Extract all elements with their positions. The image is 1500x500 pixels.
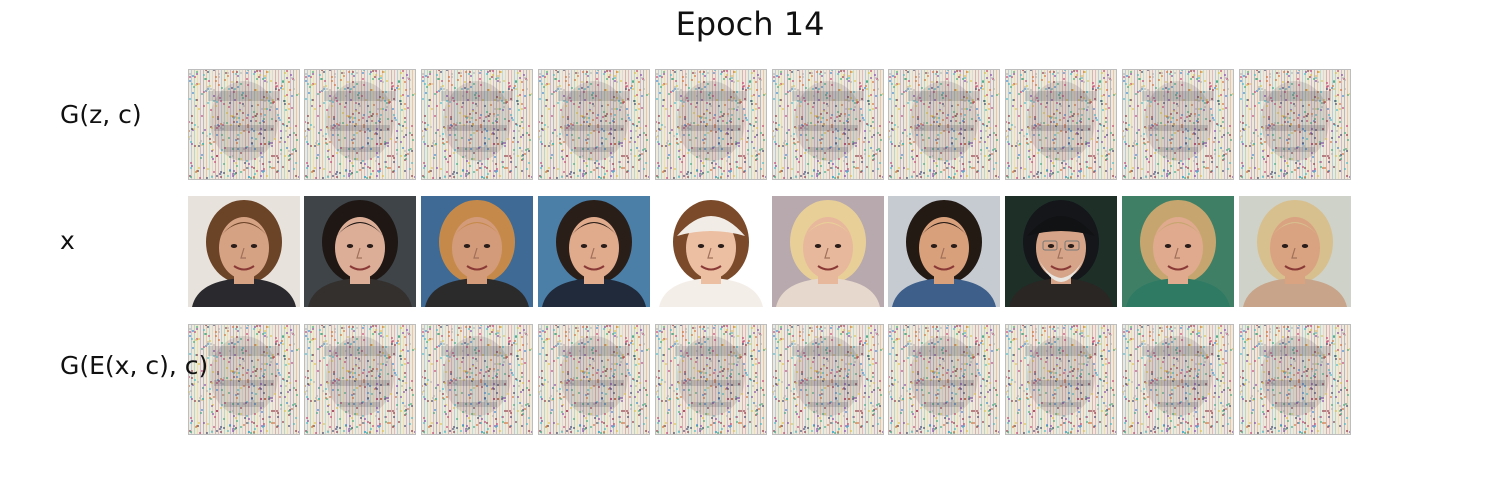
noisy-generated-face-icon (888, 69, 1000, 180)
noisy-generated-face-icon (655, 324, 767, 435)
generated-sample-tile (888, 69, 1000, 180)
face-photo-icon (421, 196, 533, 307)
noisy-generated-face-icon (1005, 324, 1117, 435)
real-photo-tile (655, 196, 767, 307)
reconstruction-tile (655, 324, 767, 435)
reconstruction-tile (772, 324, 884, 435)
real-photo-tile (1239, 196, 1351, 307)
noisy-generated-face-icon (538, 69, 650, 180)
real-photo-tile (421, 196, 533, 307)
real-photo-tile (538, 196, 650, 307)
generated-sample-tile (538, 69, 650, 180)
real-photo-tile (1005, 196, 1117, 307)
generated-sample-tile (304, 69, 416, 180)
real-photo-tile (1122, 196, 1234, 307)
noisy-generated-face-icon (772, 324, 884, 435)
reconstruction-tile (538, 324, 650, 435)
face-photo-icon (772, 196, 884, 307)
reconstruction-tile (304, 324, 416, 435)
reconstruction-tile (1005, 324, 1117, 435)
real-photo-tile (888, 196, 1000, 307)
reconstruction-tile (888, 324, 1000, 435)
row-label-real: x (60, 226, 75, 255)
generated-sample-tile (421, 69, 533, 180)
noisy-generated-face-icon (1239, 69, 1351, 180)
face-photo-icon (1122, 196, 1234, 307)
face-photo-icon (188, 196, 300, 307)
row-label-reconstructed: G(E(x, c), c) (60, 351, 209, 380)
reconstruction-tile (188, 324, 300, 435)
noisy-generated-face-icon (772, 69, 884, 180)
noisy-generated-face-icon (1122, 324, 1234, 435)
face-photo-icon (655, 196, 767, 307)
noisy-generated-face-icon (1005, 69, 1117, 180)
face-photo-icon (538, 196, 650, 307)
row-label-generated: G(z, c) (60, 100, 142, 129)
real-photo-tile (304, 196, 416, 307)
generated-sample-tile (1122, 69, 1234, 180)
generated-sample-tile (655, 69, 767, 180)
generated-sample-tile (1005, 69, 1117, 180)
face-photo-icon (304, 196, 416, 307)
reconstruction-tile (421, 324, 533, 435)
generated-sample-tile (772, 69, 884, 180)
noisy-generated-face-icon (1239, 324, 1351, 435)
generated-sample-tile (188, 69, 300, 180)
noisy-generated-face-icon (188, 324, 300, 435)
face-photo-icon (888, 196, 1000, 307)
generated-sample-tile (1239, 69, 1351, 180)
noisy-generated-face-icon (888, 324, 1000, 435)
noisy-generated-face-icon (188, 69, 300, 180)
face-photo-icon (1005, 196, 1117, 307)
noisy-generated-face-icon (538, 324, 650, 435)
real-photo-tile (772, 196, 884, 307)
noisy-generated-face-icon (655, 69, 767, 180)
reconstruction-tile (1122, 324, 1234, 435)
noisy-generated-face-icon (304, 69, 416, 180)
figure-title: Epoch 14 (675, 5, 825, 43)
noisy-generated-face-icon (421, 69, 533, 180)
noisy-generated-face-icon (1122, 69, 1234, 180)
real-photo-tile (188, 196, 300, 307)
face-photo-icon (1239, 196, 1351, 307)
noisy-generated-face-icon (304, 324, 416, 435)
reconstruction-tile (1239, 324, 1351, 435)
noisy-generated-face-icon (421, 324, 533, 435)
